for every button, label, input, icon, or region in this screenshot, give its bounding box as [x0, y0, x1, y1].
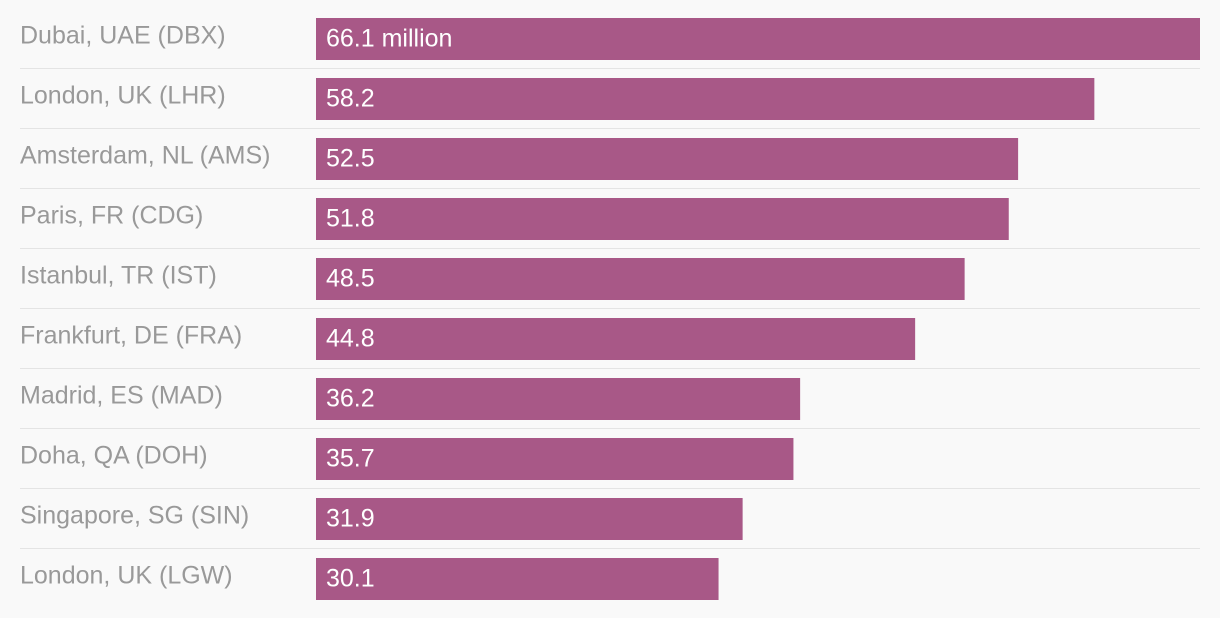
value-label: 31.9: [326, 505, 375, 533]
row-dividers: [20, 68, 1200, 549]
bar-6: [316, 378, 801, 420]
bar-5: [316, 318, 916, 360]
value-label: 36.2: [326, 385, 375, 413]
value-label: 52.5: [326, 145, 375, 173]
bar-series: [316, 18, 1200, 600]
category-label: London, UK (LGW): [20, 562, 233, 590]
category-label: Madrid, ES (MAD): [20, 382, 223, 410]
value-label: 44.8: [326, 325, 375, 353]
bar-1: [316, 78, 1095, 120]
value-label: 48.5: [326, 265, 375, 293]
category-label: Dubai, UAE (DBX): [20, 22, 226, 50]
bar-2: [316, 138, 1019, 180]
bar-0: [316, 18, 1200, 60]
category-label: Istanbul, TR (IST): [20, 262, 217, 290]
value-label: 66.1 million: [326, 25, 452, 53]
bar-7: [316, 438, 794, 480]
category-labels: Dubai, UAE (DBX) London, UK (LHR) Amsterda…: [20, 22, 271, 590]
category-label: Singapore, SG (SIN): [20, 502, 249, 530]
value-label: 51.8: [326, 205, 375, 233]
value-label: 58.2: [326, 85, 375, 113]
value-label: 30.1: [326, 565, 375, 593]
category-label: London, UK (LHR): [20, 82, 226, 110]
bar-8: [316, 498, 743, 540]
bar-3: [316, 198, 1009, 240]
bar-9: [316, 558, 719, 600]
category-label: Paris, FR (CDG): [20, 202, 203, 230]
value-label: 35.7: [326, 445, 375, 473]
category-label: Frankfurt, DE (FRA): [20, 322, 242, 350]
category-label: Amsterdam, NL (AMS): [20, 142, 271, 170]
bar-4: [316, 258, 965, 300]
value-labels: 66.1 million 58.2 52.5 51.8 48.5 44.8 36.2 35.7…: [326, 25, 452, 593]
category-label: Doha, QA (DOH): [20, 442, 208, 470]
